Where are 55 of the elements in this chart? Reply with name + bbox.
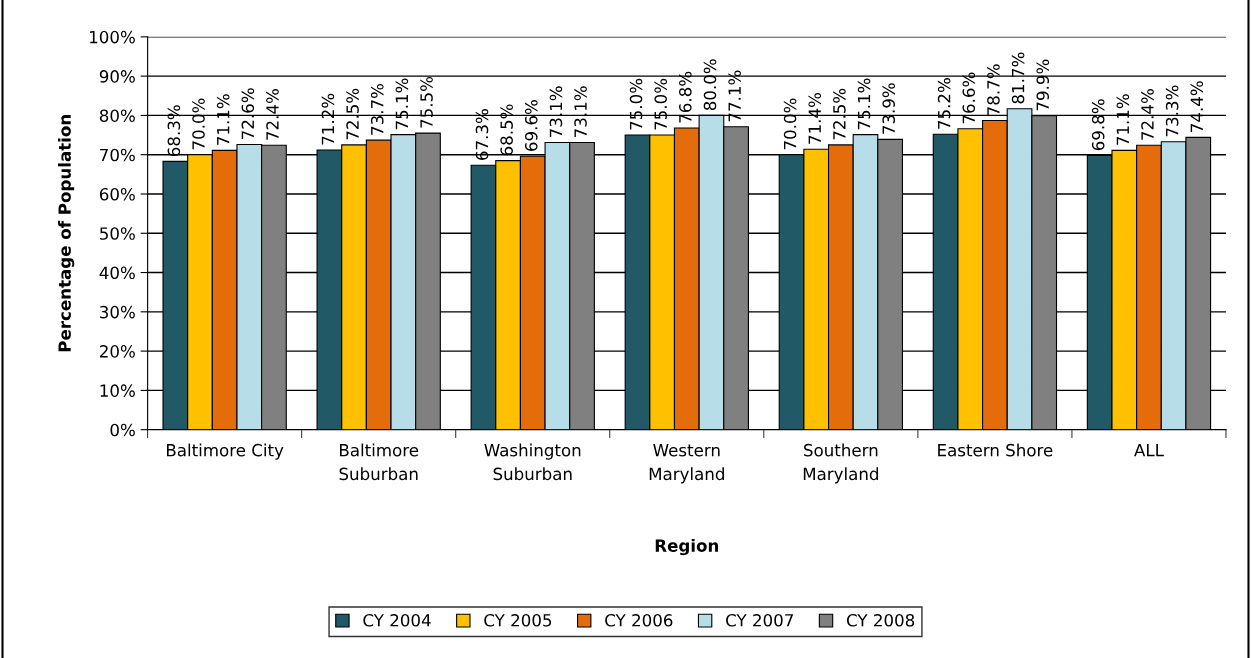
x-axis-title: Region xyxy=(655,538,719,556)
data-label: 69.8% xyxy=(1091,99,1105,151)
y-tick-label: 40% xyxy=(99,266,135,280)
data-label: 78.7% xyxy=(987,64,1000,115)
data-label: 72.5% xyxy=(346,88,359,140)
data-label: 71.1% xyxy=(1116,94,1130,145)
data-label: 71.1% xyxy=(216,94,230,145)
y-tick-label: 50% xyxy=(100,227,135,240)
y-tick-label: 80% xyxy=(99,109,135,122)
data-label: 71.2% xyxy=(321,93,335,145)
x-tick-label: Washington Suburban xyxy=(484,443,581,481)
data-label: 75.1% xyxy=(857,78,871,130)
y-tick-label: 70% xyxy=(100,148,135,162)
x-tick-label: Western Maryland xyxy=(649,444,724,484)
y-axis-title: Percentage of Population xyxy=(58,115,75,352)
y-tick-label: 10% xyxy=(100,384,135,397)
legend-label: CY 2005 xyxy=(484,614,552,627)
legend-label: CY 2007 xyxy=(726,614,793,627)
data-label: 80.0% xyxy=(703,59,717,111)
data-label: 73.1% xyxy=(549,86,563,137)
data-label: 75.0% xyxy=(629,78,643,130)
data-label: 76.8% xyxy=(679,71,692,123)
legend-label: CY 2008 xyxy=(846,614,915,627)
y-tick-label: 30% xyxy=(100,305,135,319)
x-tick-label: ALL xyxy=(1134,444,1164,457)
data-label: 73.3% xyxy=(1165,85,1179,137)
y-tick-label: 20% xyxy=(99,345,135,358)
data-label: 71.4% xyxy=(808,93,822,144)
y-tick-label: 90% xyxy=(99,70,135,83)
data-label: 69.6% xyxy=(524,100,538,151)
data-label: 72.6% xyxy=(241,88,255,139)
data-label: 67.3% xyxy=(475,109,489,160)
data-label: 76.6% xyxy=(962,72,976,124)
data-label: 79.9% xyxy=(1036,59,1050,111)
data-label: 81.7% xyxy=(1011,52,1025,104)
data-label: 73.7% xyxy=(370,83,384,135)
data-label: 73.1% xyxy=(574,86,587,137)
legend-label: CY 2006 xyxy=(605,614,673,627)
data-label: 75.5% xyxy=(420,76,433,128)
y-tick-label: 0% xyxy=(110,423,135,437)
data-label: 77.1% xyxy=(728,70,741,122)
data-label: 75.1% xyxy=(395,78,409,130)
data-label: 72.5% xyxy=(833,88,846,140)
y-tick-label: 60% xyxy=(99,187,135,201)
x-tick-label: Southern Maryland xyxy=(803,443,878,484)
x-tick-label: Baltimore City xyxy=(166,443,284,460)
data-label: 72.4% xyxy=(1141,89,1154,140)
data-label: 75.2% xyxy=(937,78,951,129)
data-label: 73.9% xyxy=(882,83,895,134)
y-tick-label: 100% xyxy=(89,30,135,44)
legend-label: CY 2004 xyxy=(363,614,431,627)
data-label: 75.0% xyxy=(654,78,667,130)
x-tick-label: Eastern Shore xyxy=(938,443,1053,457)
data-label: 72.4% xyxy=(266,89,279,140)
x-tick-label: Baltimore Suburban xyxy=(339,443,419,481)
